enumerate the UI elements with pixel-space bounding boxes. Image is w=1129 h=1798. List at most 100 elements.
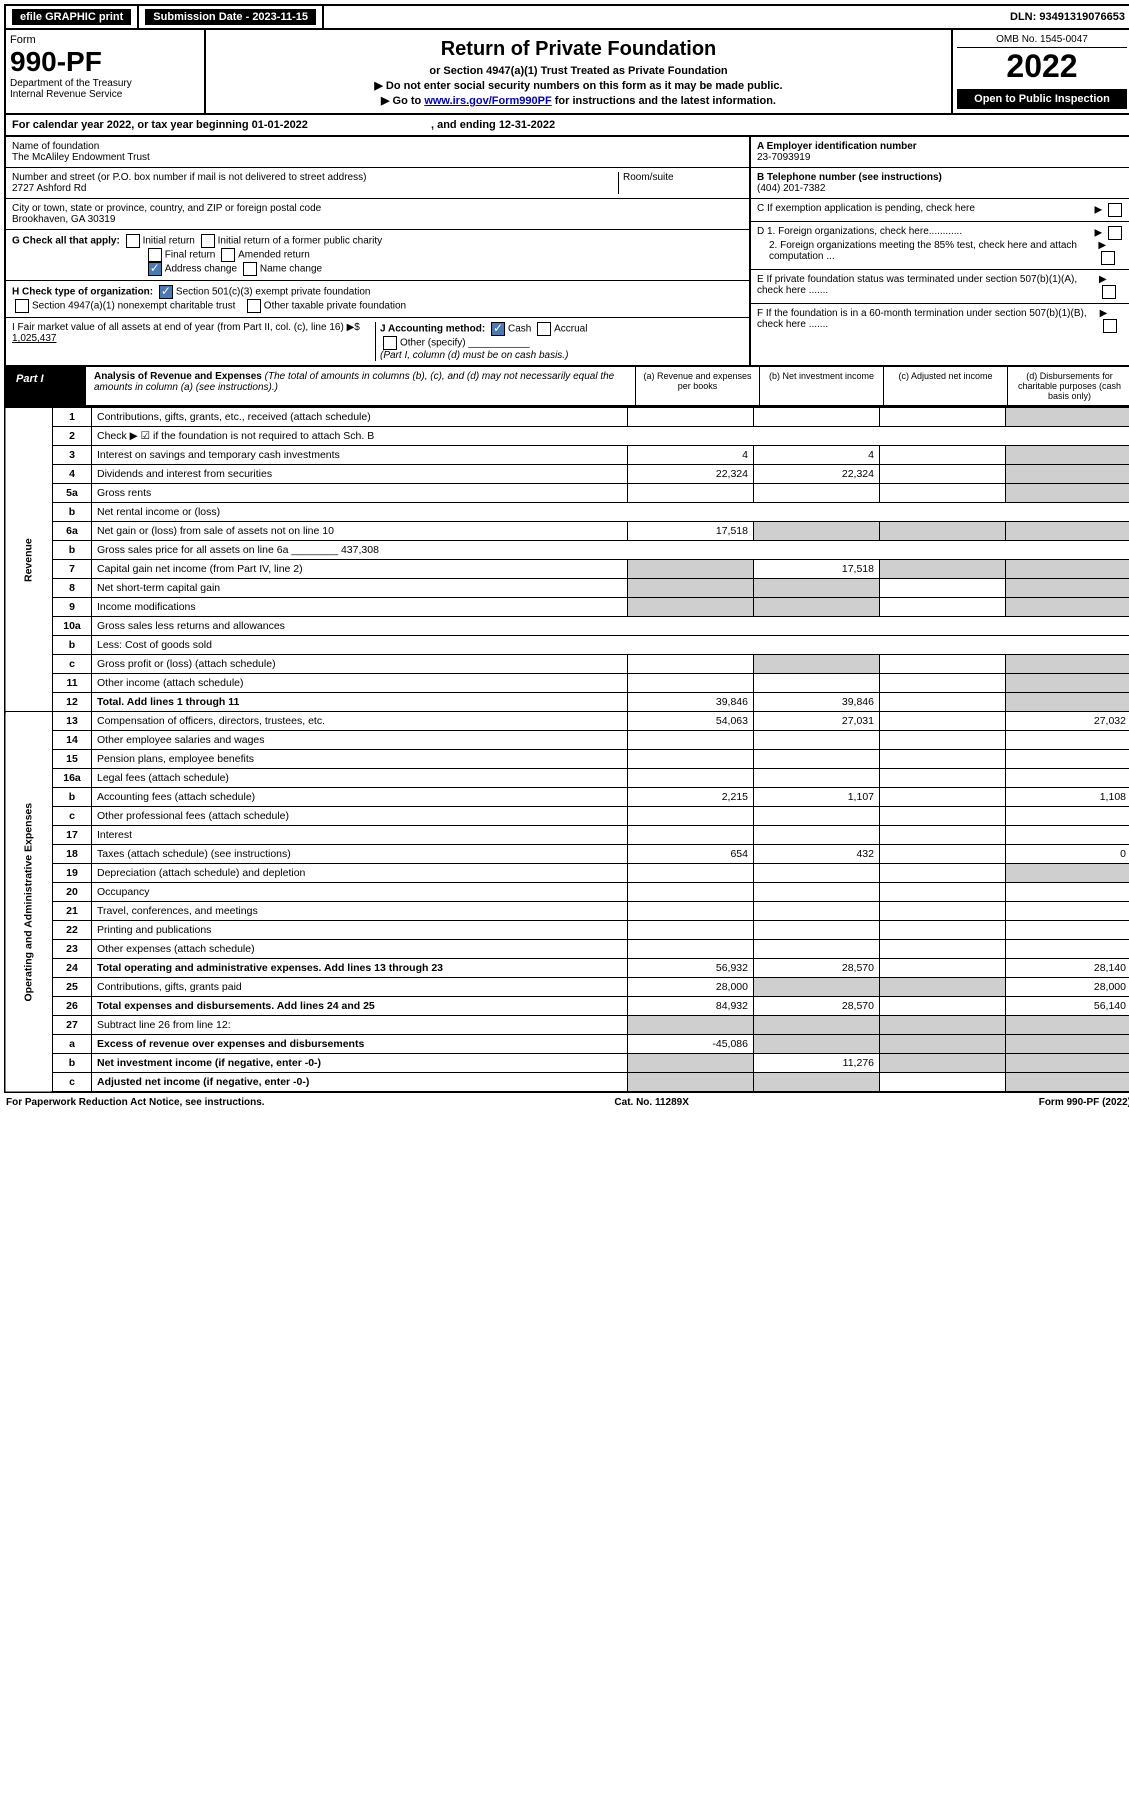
value-cell — [1006, 807, 1129, 826]
line-number: 4 — [53, 465, 92, 484]
form-990pf-link[interactable]: www.irs.gov/Form990PF — [424, 95, 551, 107]
value-cell — [628, 674, 754, 693]
line-description: Occupancy — [92, 883, 628, 902]
line-description: Excess of revenue over expenses and disb… — [92, 1035, 628, 1054]
4947a1-checkbox[interactable] — [15, 299, 29, 313]
table-row: 18Taxes (attach schedule) (see instructi… — [5, 845, 1129, 864]
line-number: c — [53, 1073, 92, 1093]
line-number: c — [53, 807, 92, 826]
initial-return-checkbox[interactable] — [126, 234, 140, 248]
cash-checkbox[interactable] — [491, 322, 505, 336]
501c3-checkbox[interactable] — [159, 285, 173, 299]
efile-btn[interactable]: efile GRAPHIC print — [12, 9, 131, 25]
value-cell — [880, 1054, 1006, 1073]
open-inspection: Open to Public Inspection — [957, 89, 1127, 109]
value-cell: 2,215 — [628, 788, 754, 807]
value-cell — [880, 902, 1006, 921]
address-change-checkbox[interactable] — [148, 262, 162, 276]
col-a-header: (a) Revenue and expenses per books — [635, 367, 759, 405]
value-cell — [754, 674, 880, 693]
table-row: Revenue1Contributions, gifts, grants, et… — [5, 408, 1129, 427]
value-cell — [1006, 883, 1129, 902]
foreign-85-checkbox[interactable] — [1101, 251, 1115, 265]
line-number: 21 — [53, 902, 92, 921]
other-method-checkbox[interactable] — [383, 336, 397, 350]
value-cell — [754, 883, 880, 902]
line-number: b — [53, 541, 92, 560]
value-cell: 39,846 — [754, 693, 880, 712]
table-row: bLess: Cost of goods sold — [5, 636, 1129, 655]
line-description: Subtract line 26 from line 12: — [92, 1016, 628, 1035]
value-cell — [628, 408, 754, 427]
value-cell: 1,108 — [1006, 788, 1129, 807]
value-cell — [880, 579, 1006, 598]
dln: DLN: 93491319076653 — [1004, 6, 1129, 28]
city-cell: City or town, state or province, country… — [6, 199, 749, 230]
value-cell: 28,570 — [754, 959, 880, 978]
other-taxable-checkbox[interactable] — [247, 299, 261, 313]
line-number: 10a — [53, 617, 92, 636]
60month-checkbox[interactable] — [1103, 319, 1117, 333]
line-description: Net short-term capital gain — [92, 579, 628, 598]
line-description: Interest on savings and temporary cash i… — [92, 446, 628, 465]
value-cell — [1006, 655, 1129, 674]
line-number: 22 — [53, 921, 92, 940]
value-cell — [880, 598, 1006, 617]
paperwork-notice: For Paperwork Reduction Act Notice, see … — [6, 1097, 265, 1108]
table-row: 4Dividends and interest from securities2… — [5, 465, 1129, 484]
terminated-checkbox[interactable] — [1102, 285, 1116, 299]
table-row: 2Check ▶ ☑ if the foundation is not requ… — [5, 427, 1129, 446]
table-row: 21Travel, conferences, and meetings — [5, 902, 1129, 921]
value-cell — [754, 750, 880, 769]
value-cell — [1006, 408, 1129, 427]
value-cell — [754, 579, 880, 598]
value-cell — [880, 750, 1006, 769]
line-description: Gross profit or (loss) (attach schedule) — [92, 655, 628, 674]
value-cell — [1006, 1073, 1129, 1093]
section-c: C If exemption application is pending, c… — [751, 199, 1129, 222]
value-cell — [880, 845, 1006, 864]
name-change-checkbox[interactable] — [243, 262, 257, 276]
value-cell: 4 — [754, 446, 880, 465]
line-description: Capital gain net income (from Part IV, l… — [92, 560, 628, 579]
line-number: 24 — [53, 959, 92, 978]
line-description: Travel, conferences, and meetings — [92, 902, 628, 921]
form-subtitle: or Section 4947(a)(1) Trust Treated as P… — [210, 65, 947, 77]
value-cell — [628, 864, 754, 883]
table-row: 11Other income (attach schedule) — [5, 674, 1129, 693]
accrual-checkbox[interactable] — [537, 322, 551, 336]
value-cell — [754, 598, 880, 617]
form-number: 990-PF — [10, 46, 200, 78]
fmv-value: 1,025,437 — [12, 333, 57, 344]
value-cell — [754, 1035, 880, 1054]
amended-return-checkbox[interactable] — [221, 248, 235, 262]
value-cell — [880, 826, 1006, 845]
table-row: 14Other employee salaries and wages — [5, 731, 1129, 750]
table-row: 7Capital gain net income (from Part IV, … — [5, 560, 1129, 579]
value-cell — [754, 522, 880, 541]
initial-former-checkbox[interactable] — [201, 234, 215, 248]
table-row: bAccounting fees (attach schedule)2,2151… — [5, 788, 1129, 807]
foundation-name: The McAliley Endowment Trust — [12, 152, 743, 163]
foreign-org-checkbox[interactable] — [1108, 226, 1122, 240]
value-cell — [1006, 598, 1129, 617]
value-cell: 84,932 — [628, 997, 754, 1016]
info-left: Name of foundation The McAliley Endowmen… — [6, 137, 751, 365]
name-cell: Name of foundation The McAliley Endowmen… — [6, 137, 749, 168]
table-row: 6aNet gain or (loss) from sale of assets… — [5, 522, 1129, 541]
value-cell — [754, 864, 880, 883]
value-cell — [628, 1054, 754, 1073]
form-label: Form — [10, 34, 200, 46]
line-description: Adjusted net income (if negative, enter … — [92, 1073, 628, 1093]
efile-print[interactable]: efile GRAPHIC print — [6, 6, 139, 28]
line-number: 13 — [53, 712, 92, 731]
final-return-checkbox[interactable] — [148, 248, 162, 262]
exemption-pending-checkbox[interactable] — [1108, 203, 1122, 217]
value-cell — [628, 750, 754, 769]
value-cell: 432 — [754, 845, 880, 864]
line-description: Check ▶ ☑ if the foundation is not requi… — [92, 427, 1129, 446]
table-row: 5aGross rents — [5, 484, 1129, 503]
value-cell: 28,570 — [754, 997, 880, 1016]
value-cell — [880, 655, 1006, 674]
value-cell — [880, 959, 1006, 978]
